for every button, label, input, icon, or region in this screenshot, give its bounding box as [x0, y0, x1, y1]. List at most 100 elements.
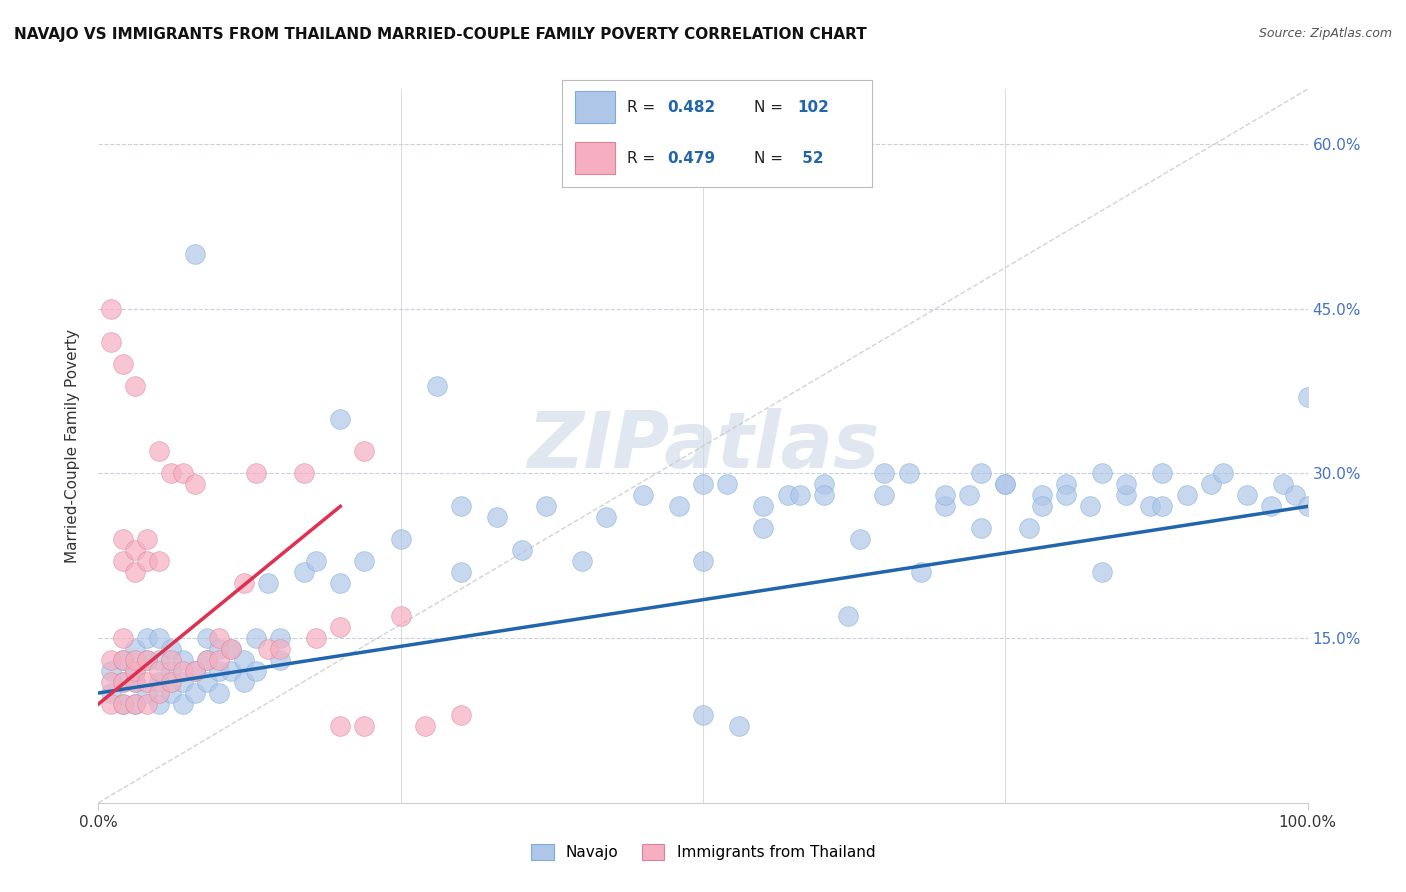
Point: [195, 675, 218, 690]
Point: [897, 467, 920, 481]
Point: [184, 247, 207, 261]
Point: [970, 521, 993, 535]
Point: [135, 653, 157, 667]
Point: [221, 642, 243, 657]
Point: [148, 697, 170, 711]
Point: [1199, 477, 1222, 491]
Point: [1031, 488, 1053, 502]
Point: [184, 664, 207, 678]
Point: [111, 653, 134, 667]
Point: [1054, 488, 1077, 502]
Point: [124, 697, 146, 711]
Point: [172, 697, 194, 711]
Bar: [575, 91, 614, 123]
Point: [124, 664, 146, 678]
Point: [329, 411, 352, 425]
Point: [256, 576, 278, 591]
Point: [232, 576, 254, 591]
Text: NAVAJO VS IMMIGRANTS FROM THAILAND MARRIED-COUPLE FAMILY POVERTY CORRELATION CHA: NAVAJO VS IMMIGRANTS FROM THAILAND MARRI…: [14, 27, 868, 42]
Point: [873, 488, 896, 502]
Point: [111, 675, 134, 690]
Point: [160, 675, 183, 690]
Point: [1272, 477, 1295, 491]
Point: [135, 686, 157, 700]
Point: [135, 631, 157, 645]
Point: [269, 631, 291, 645]
Point: [813, 488, 835, 502]
Point: [111, 554, 134, 568]
Text: 0.479: 0.479: [668, 151, 716, 166]
Point: [957, 488, 980, 502]
Point: [486, 510, 509, 524]
Point: [245, 664, 267, 678]
Point: [221, 664, 243, 678]
Point: [172, 653, 194, 667]
Point: [994, 477, 1017, 491]
Point: [208, 686, 231, 700]
Point: [124, 543, 146, 558]
Point: [1212, 467, 1234, 481]
Bar: [575, 143, 614, 175]
Point: [353, 554, 375, 568]
Point: [100, 334, 122, 349]
Text: R =: R =: [627, 151, 661, 166]
Point: [1260, 500, 1282, 514]
Point: [716, 477, 738, 491]
Point: [1296, 390, 1319, 404]
Point: [124, 664, 146, 678]
Point: [184, 686, 207, 700]
Text: 0.482: 0.482: [668, 100, 716, 114]
Point: [873, 467, 896, 481]
Point: [160, 467, 183, 481]
Point: [571, 554, 593, 568]
Point: [160, 664, 183, 678]
Point: [148, 675, 170, 690]
Point: [100, 301, 122, 316]
Point: [329, 719, 352, 733]
Point: [450, 500, 472, 514]
Point: [111, 697, 134, 711]
Point: [111, 653, 134, 667]
Point: [208, 664, 231, 678]
Point: [160, 686, 183, 700]
Point: [172, 664, 194, 678]
Point: [413, 719, 436, 733]
Point: [305, 554, 328, 568]
Point: [172, 467, 194, 481]
Point: [1152, 500, 1174, 514]
Text: Source: ZipAtlas.com: Source: ZipAtlas.com: [1258, 27, 1392, 40]
Point: [934, 488, 956, 502]
Point: [148, 664, 170, 678]
Point: [124, 653, 146, 667]
Point: [1284, 488, 1306, 502]
Point: [1152, 467, 1174, 481]
Point: [135, 675, 157, 690]
Point: [111, 697, 134, 711]
Point: [111, 533, 134, 547]
Point: [135, 533, 157, 547]
Point: [245, 467, 267, 481]
Point: [100, 664, 122, 678]
Point: [329, 620, 352, 634]
Point: [1236, 488, 1258, 502]
Point: [1078, 500, 1101, 514]
Point: [631, 488, 654, 502]
Point: [1139, 500, 1161, 514]
Point: [426, 378, 449, 392]
Point: [256, 642, 278, 657]
Legend: Navajo, Immigrants from Thailand: Navajo, Immigrants from Thailand: [524, 838, 882, 866]
Point: [135, 697, 157, 711]
Y-axis label: Married-Couple Family Poverty: Married-Couple Family Poverty: [65, 329, 80, 563]
Point: [124, 697, 146, 711]
Text: 102: 102: [797, 100, 830, 114]
Point: [353, 719, 375, 733]
Point: [305, 631, 328, 645]
Point: [1175, 488, 1198, 502]
Point: [450, 708, 472, 723]
Point: [595, 510, 617, 524]
Point: [668, 500, 690, 514]
Point: [1115, 477, 1137, 491]
Text: N =: N =: [754, 151, 787, 166]
Point: [692, 708, 714, 723]
Point: [910, 566, 932, 580]
